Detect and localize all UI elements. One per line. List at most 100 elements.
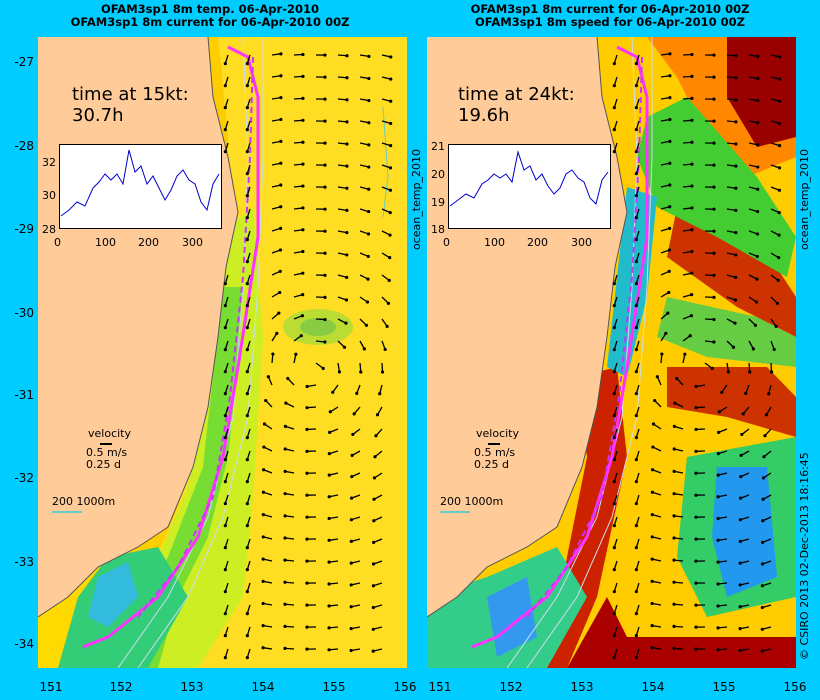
velocity-arrow-head [763,434,767,438]
velocity-arrow-head [366,254,370,259]
y-tick: -28 [14,139,34,153]
contour-label: 200 1000m [52,495,116,508]
velocity-arrow-head [738,539,742,543]
velocity-scale-2: 0.25 d [86,458,121,471]
velocity-arrow-head [386,301,391,305]
velocity-arrow-head [672,558,676,562]
velocity-arrow-head [634,501,638,506]
x-tick: 155 [322,680,346,694]
velocity-arrow-head [734,120,738,124]
velocity-arrow-head [223,457,227,462]
velocity-arrow-head [756,187,760,191]
velocity-arrow-head [323,141,327,145]
inset-x-tick: 0 [54,236,61,249]
velocity-arrow-head [653,398,657,403]
inset-x-tick: 0 [443,236,450,249]
velocity-arrow-head [778,55,782,59]
velocity-arrow-head [345,54,349,58]
velocity-arrow-head [327,604,331,608]
velocity-arrow-head [774,324,778,328]
velocity-arrow-head [712,273,716,277]
velocity-arrow-head [612,633,616,638]
velocity-arrow-head [352,412,356,416]
velocity-arrow-head [694,647,698,651]
velocity-arrow-head [776,278,780,282]
velocity-arrow-head [323,317,327,322]
y-tick: -31 [14,388,34,402]
velocity-arrow-head [690,271,694,275]
velocity-arrow-head [327,582,331,586]
left-contour-legend: 200 1000m [52,496,115,513]
velocity-arrow-head [668,139,672,143]
velocity-arrow-head [279,139,283,143]
contour-label: 200 1000m [440,495,504,508]
velocity-arrow-head [245,369,249,374]
velocity-arrow-head [245,281,249,286]
velocity-arrow-head [305,493,309,497]
velocity-arrow-head [375,413,380,417]
velocity-arrow-head [372,519,376,523]
velocity-arrow-head [223,545,227,550]
velocity-arrow-head [734,142,738,146]
velocity-arrow-head [345,231,349,235]
velocity-arrow-head [694,471,698,475]
velocity-arrow-head [388,211,392,215]
velocity-arrow-head [777,211,781,215]
velocity-arrow-head [367,165,371,169]
velocity-arrow-head [753,323,758,327]
velocity-arrow-head [690,96,694,100]
velocity-arrow-head [612,567,616,572]
velocity-arrow-head [372,540,376,544]
velocity-arrow-head [245,215,249,220]
x-tick: 152 [109,680,133,694]
velocity-arrow-head [245,633,249,638]
velocity-arrow-head [328,410,332,414]
velocity-arrow-head [305,559,309,563]
velocity-arrow-head [283,602,287,606]
velocity-arrow-head [278,290,282,295]
velocity-arrow-head [634,105,638,110]
velocity-arrow-head [716,451,720,456]
velocity-arrow-head [712,141,716,145]
velocity-arrow-head [327,648,331,652]
velocity-arrow-head [634,237,638,242]
velocity-arrow-head [223,655,227,660]
velocity-arrow-head [294,352,298,356]
velocity-arrow-head [655,375,659,379]
velocity-arrow-head [666,311,670,315]
velocity-arrow-head [690,52,694,57]
velocity-arrow-head [367,209,371,214]
velocity-arrow-head [305,406,309,410]
y-tick: -34 [14,637,34,651]
left-velocity-legend: velocity 0.5 m/s 0.25 d [86,428,131,471]
velocity-arrow-head [279,52,283,56]
velocity-arrow-head [650,601,654,606]
velocity-arrow-head [673,401,677,405]
velocity-arrow-head [712,229,716,233]
right-time-label: time at 24kt: 19.6h [458,84,575,126]
velocity-arrow-head [634,611,638,616]
velocity-arrow-head [223,567,227,572]
velocity-arrow-head [734,54,738,58]
right-velocity-arrows [612,52,782,660]
inset-x-tick: 100 [95,236,116,249]
velocity-arrow-head [305,647,309,651]
velocity-arrow-head [366,232,371,236]
inset-x-tick: 300 [571,236,592,249]
velocity-arrow-head [327,473,331,477]
velocity-arrow-head [367,54,371,58]
velocity-arrow-head [367,143,371,147]
velocity-arrow-head [634,457,638,462]
velocity-arrow-head [734,98,738,102]
velocity-arrow-head [367,187,371,191]
velocity-arrow-head [748,370,752,374]
velocity-arrow-head [300,314,304,318]
velocity-arrow-head [634,391,638,396]
velocity-arrow-head [651,422,656,426]
inset-y-tick: 21 [431,140,445,153]
velocity-arrow-head [690,293,694,297]
velocity-arrow-head [223,369,227,374]
velocity-arrow-head [650,579,654,583]
velocity-arrow-head [389,55,393,59]
velocity-arrow-head [716,538,720,542]
